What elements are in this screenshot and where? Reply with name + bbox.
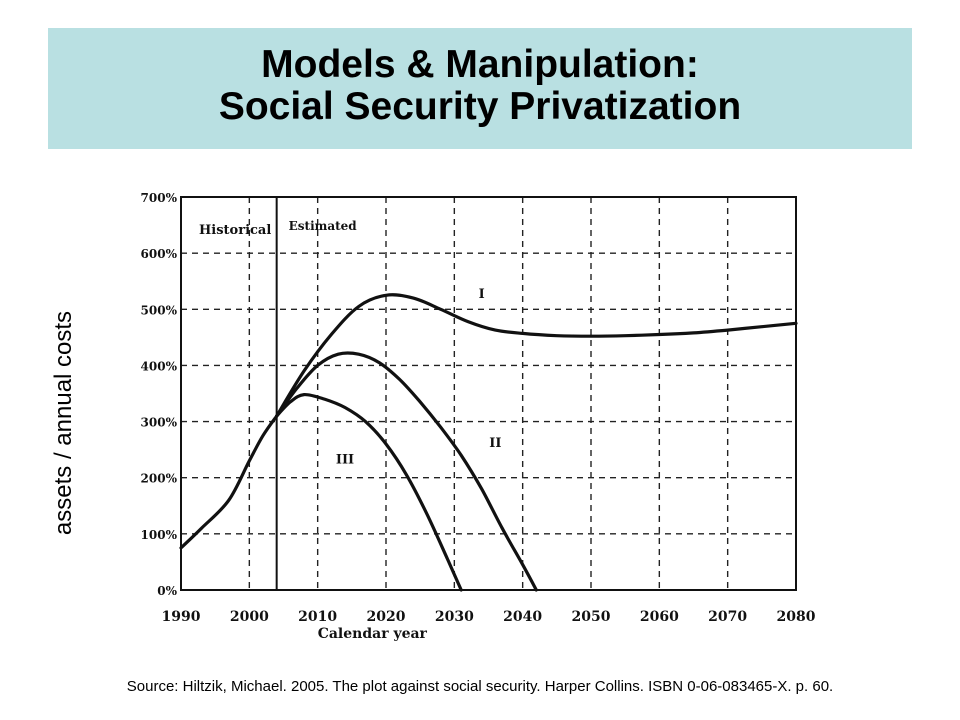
plot-frame	[180, 196, 797, 591]
source-note: Source: Hiltzik, Michael. 2005. The plot…	[126, 678, 834, 695]
series-label-iii: III	[336, 453, 354, 468]
y-tick-label: 200%	[141, 472, 178, 486]
region-label-estimated: Estimated	[289, 219, 358, 233]
x-tick-label: 2040	[503, 609, 542, 625]
x-axis-label: Calendar year	[318, 626, 428, 642]
x-tick-label: 2000	[230, 609, 269, 625]
chart-frame	[180, 196, 797, 591]
y-tick-label: 100%	[141, 528, 178, 542]
series-i-line	[275, 293, 798, 418]
x-tick-label: 2070	[708, 609, 747, 625]
series-ii-line	[275, 351, 538, 592]
series-iii-line	[275, 392, 463, 592]
y-tick-label: 400%	[141, 359, 178, 373]
y-tick-label: 500%	[141, 303, 178, 317]
x-tick-label: 2020	[367, 609, 406, 625]
series-historical-line	[179, 414, 279, 550]
x-tick-label: 2010	[298, 609, 337, 625]
x-tick-label: 2080	[777, 609, 816, 625]
x-tick-label: 1990	[162, 609, 201, 625]
y-tick-label: 300%	[141, 416, 178, 430]
series-label-i: I	[479, 287, 485, 302]
chart-labels: Historical Estimated 0% 100% 200% 300% 400% 500…	[141, 191, 816, 642]
slide-title-line-1: Models & Manipulation:	[261, 43, 699, 86]
chart-series	[179, 293, 798, 592]
slide-title-line-2: Social Security Privatization	[218, 85, 742, 128]
series-label-ii: II	[489, 436, 501, 451]
x-tick-label: 2050	[572, 609, 611, 625]
region-label-historical: Historical	[199, 223, 271, 238]
x-tick-label: 2060	[640, 609, 679, 625]
y-tick-label: 700%	[141, 191, 178, 205]
x-tick-label: 2030	[435, 609, 474, 625]
y-tick-label: 0%	[157, 584, 177, 598]
title-banner: Models & Manipulation: Social Security P…	[48, 28, 912, 149]
y-tick-label: 600%	[141, 247, 178, 261]
chart-grid	[181, 197, 796, 590]
